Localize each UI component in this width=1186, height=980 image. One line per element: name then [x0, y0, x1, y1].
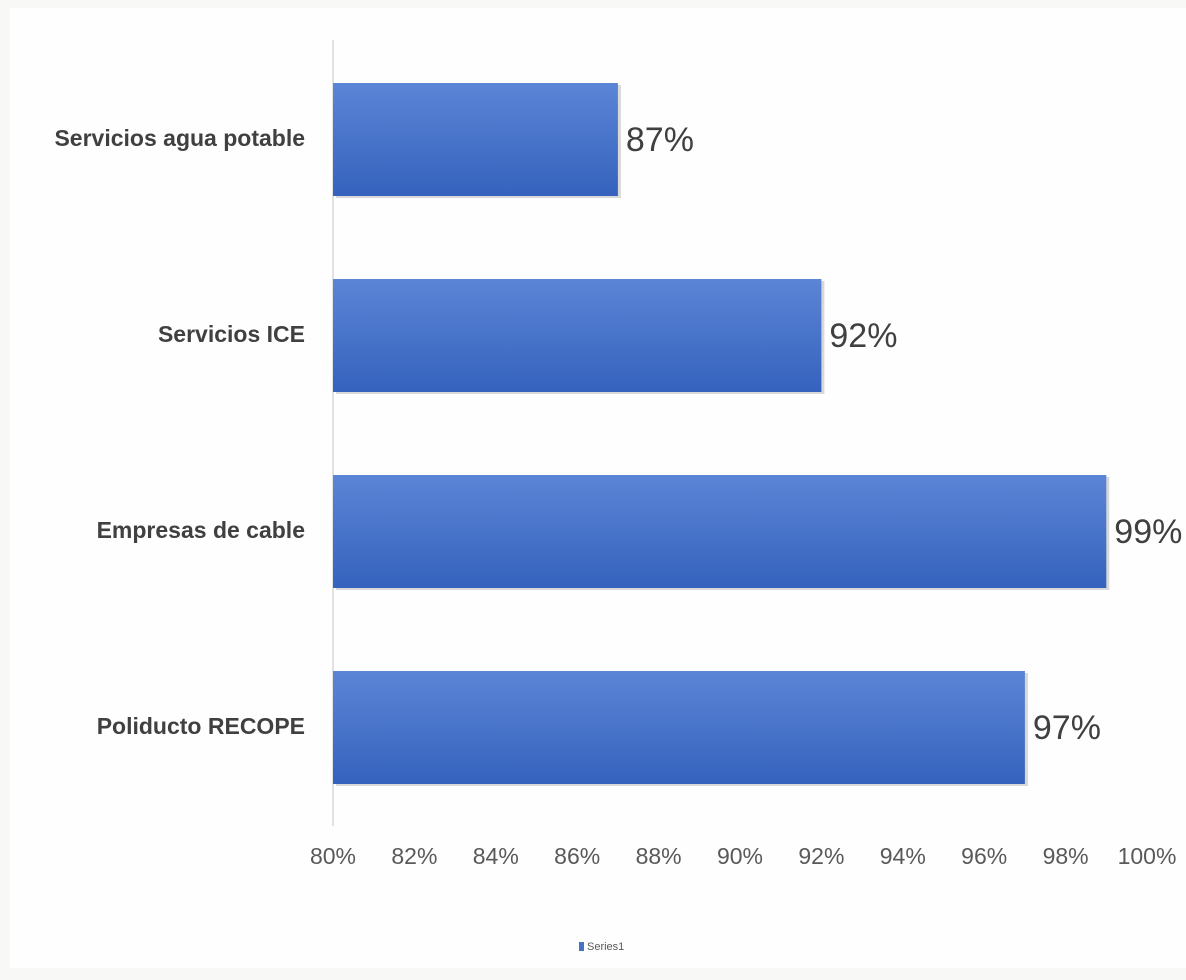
x-tick-label: 94% [880, 843, 926, 869]
y-tick-label: Servicios agua potable [54, 125, 305, 151]
data-label: 87% [626, 121, 694, 159]
x-tick-label: 100% [1118, 843, 1177, 869]
x-tick-label: 80% [310, 843, 356, 869]
x-tick-label: 92% [798, 843, 844, 869]
bar [333, 83, 618, 196]
data-label: 92% [829, 317, 897, 355]
x-tick-label: 90% [717, 843, 763, 869]
y-tick-label: Poliducto RECOPE [97, 713, 305, 739]
bar [333, 671, 1025, 784]
x-tick-label: 86% [554, 843, 600, 869]
x-tick-label: 88% [636, 843, 682, 869]
legend-swatch [579, 942, 584, 951]
x-tick-label: 98% [1043, 843, 1089, 869]
data-label: 99% [1114, 513, 1182, 551]
bar [333, 475, 1107, 588]
data-label: 97% [1033, 709, 1101, 747]
x-tick-label: 84% [473, 843, 519, 869]
legend-label: Series1 [587, 941, 624, 953]
x-tick-label: 96% [961, 843, 1007, 869]
bar [333, 279, 822, 392]
x-tick-label: 82% [391, 843, 437, 869]
y-tick-label: Empresas de cable [97, 517, 305, 543]
y-tick-label: Servicios ICE [158, 321, 305, 347]
